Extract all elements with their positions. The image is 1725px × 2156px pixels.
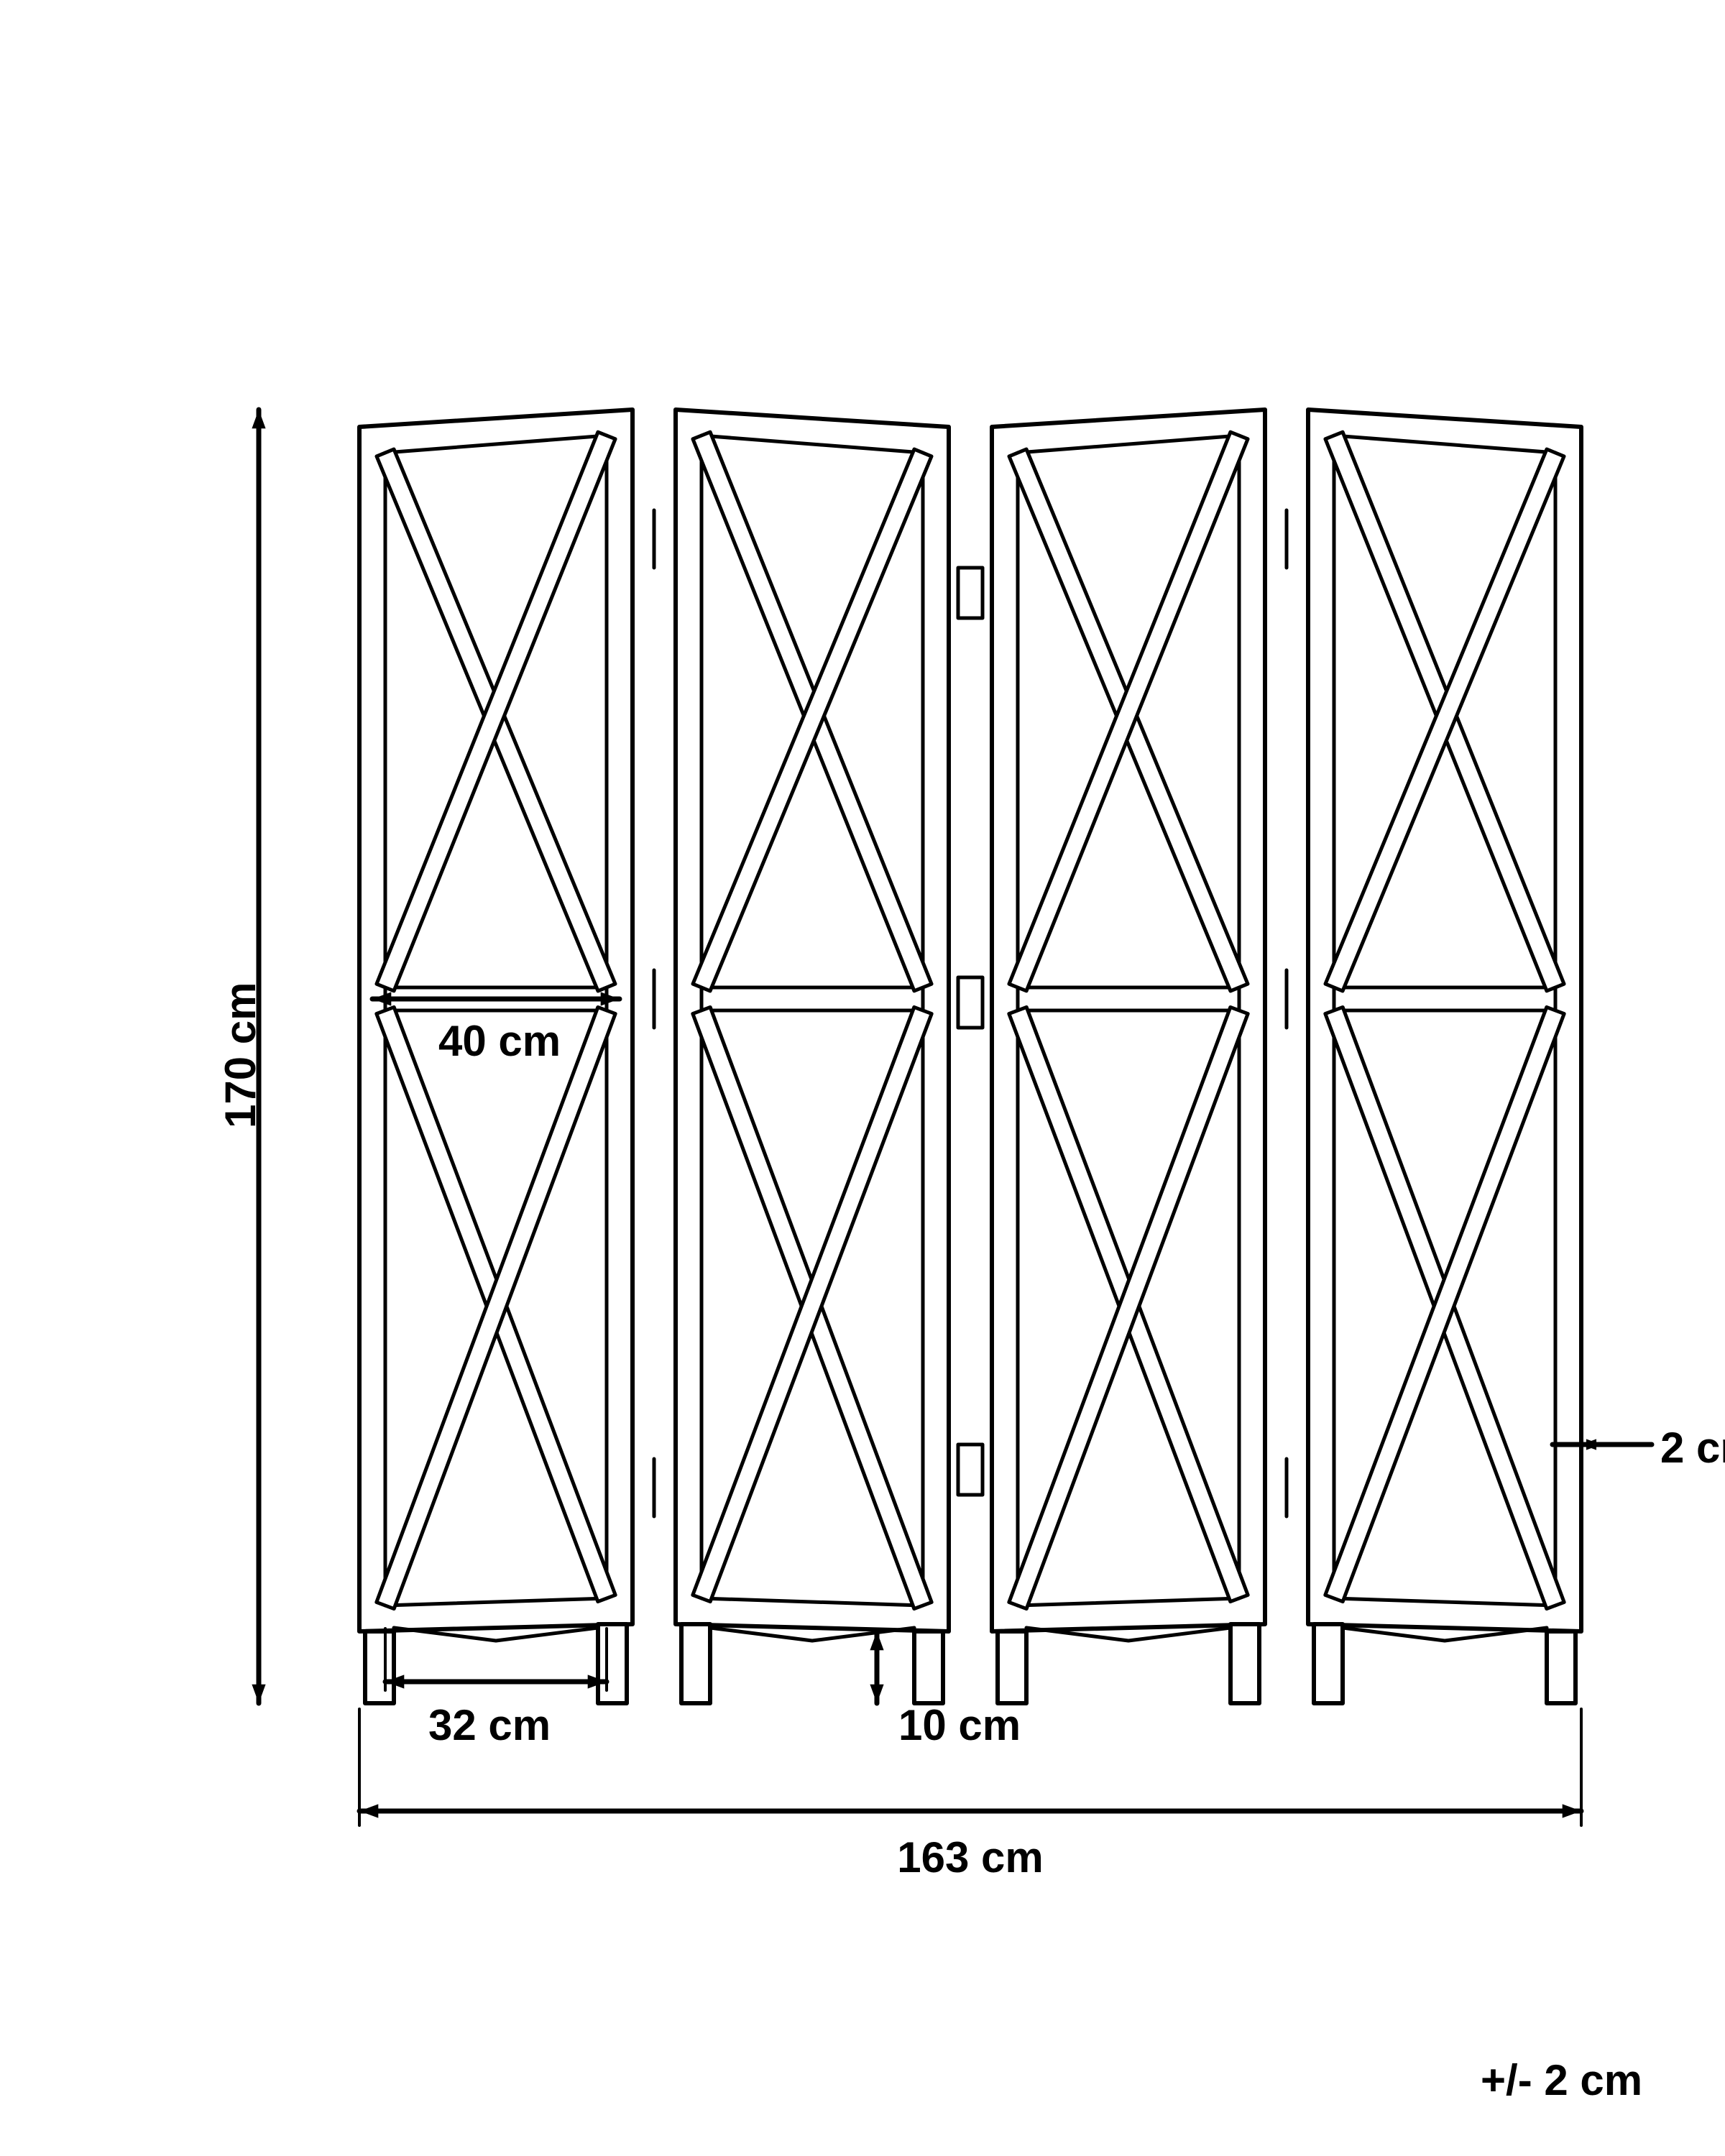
dim-panel-width-label: 40 cm: [438, 1016, 561, 1066]
dim-inner-width-label: 32 cm: [428, 1700, 551, 1750]
dim-height-label: 170 cm: [216, 982, 265, 1129]
dim-thickness-label: 2 cm: [1660, 1423, 1725, 1473]
dim-leg-height-label: 10 cm: [898, 1700, 1021, 1750]
diagram-stage: 170 cm 163 cm 40 cm 32 cm 10 cm 2 cm +/-…: [0, 0, 1725, 2156]
dim-total-width-label: 163 cm: [897, 1833, 1044, 1882]
tolerance-label: +/- 2 cm: [1481, 2055, 1642, 2105]
